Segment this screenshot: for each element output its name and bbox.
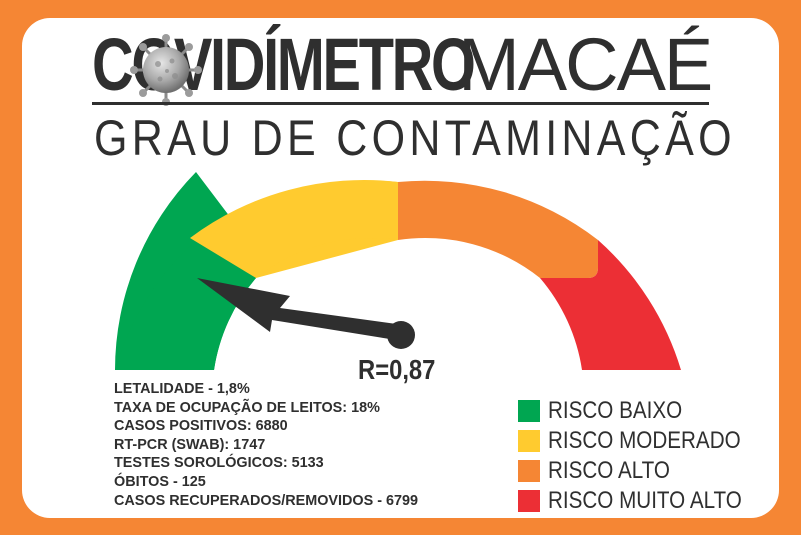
gauge-segment-yellow-top (190, 180, 398, 278)
gauge-segment-orange (398, 180, 598, 278)
stats-list: LETALIDADE - 1,8% TAXA DE OCUPAÇÃO DE LE… (114, 380, 504, 510)
title-divider (92, 102, 709, 105)
legend-item-low: RISCO BAIXO (518, 396, 768, 426)
legend-swatch (518, 430, 540, 452)
stat-positive-cases: CASOS POSITIVOS: 6880 (114, 417, 288, 435)
gauge-needle-hub (387, 321, 415, 349)
legend-label: RISCO MUITO ALTO (548, 487, 742, 514)
gauge-needle (197, 278, 404, 340)
legend-label: RISCO BAIXO (548, 397, 683, 424)
legend-item-very-high: RISCO MUITO ALTO (518, 486, 768, 516)
risk-legend: RISCO BAIXO RISCO MODERADO RISCO ALTO RI… (518, 396, 768, 516)
legend-swatch (518, 490, 540, 512)
stat-lethality: LETALIDADE - 1,8% (114, 380, 250, 397)
page-subtitle: GRAU DE CONTAMINAÇÃO (94, 110, 736, 166)
stat-serology: TESTES SOROLÓGICOS: 5133 (114, 454, 324, 472)
stat-bed-occupancy: TAXA DE OCUPAÇÃO DE LEITOS: 18% (114, 398, 380, 416)
legend-swatch (518, 400, 540, 422)
legend-label: RISCO ALTO (548, 457, 670, 484)
legend-label: RISCO MODERADO (548, 427, 741, 454)
gauge-reading: R=0,87 (358, 354, 436, 385)
legend-item-moderate: RISCO MODERADO (518, 426, 768, 456)
virus-icon (130, 34, 202, 106)
legend-swatch (518, 460, 540, 482)
gauge-segment-green-highlight (115, 240, 256, 370)
stat-recovered: CASOS RECUPERADOS/REMOVIDOS - 6799 (114, 491, 419, 509)
brand-title-city: MACAÉ (458, 23, 713, 106)
legend-item-high: RISCO ALTO (518, 456, 768, 486)
stat-deaths: ÓBITOS - 125 (114, 472, 206, 490)
gauge-segment-red (540, 240, 681, 370)
stat-rtpcr: RT-PCR (SWAB): 1747 (114, 435, 266, 453)
